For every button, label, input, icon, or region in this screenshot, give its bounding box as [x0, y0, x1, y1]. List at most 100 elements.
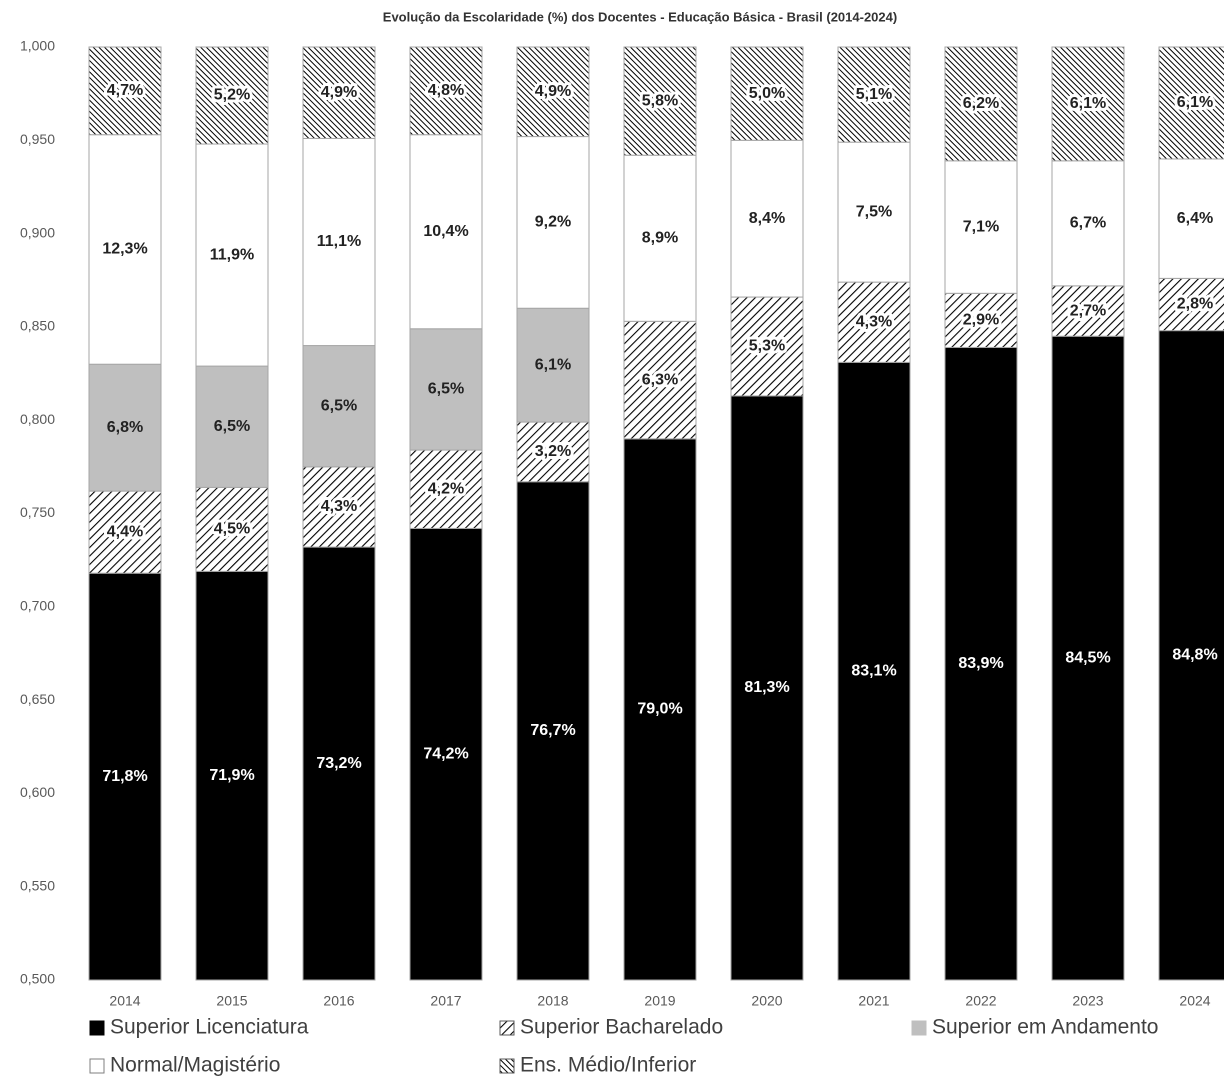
data-label: 83,1%	[851, 662, 896, 679]
data-label: 6,2%	[963, 95, 999, 112]
y-tick-label: 1,000	[20, 38, 55, 54]
bar-segment	[195, 570, 269, 981]
data-label: 4,8%	[428, 82, 464, 99]
legend-label: Ens. Médio/Inferior	[520, 1054, 696, 1077]
bar-segment	[623, 320, 697, 440]
data-label: 5,8%	[642, 92, 678, 109]
legend-swatch	[89, 1058, 105, 1074]
legend-label: Superior Bacharelado	[520, 1016, 723, 1039]
data-label: 5,2%	[214, 87, 250, 104]
data-label: 2,7%	[1070, 302, 1106, 319]
data-label: 5,1%	[856, 86, 892, 103]
data-label: 6,1%	[1070, 95, 1106, 112]
y-tick-label: 0,700	[20, 598, 55, 614]
x-tick-label: 2017	[430, 993, 461, 1009]
data-label: 6,5%	[321, 397, 357, 414]
y-tick-label: 0,850	[20, 318, 55, 334]
bar-segment	[944, 292, 1018, 348]
bar-segment	[88, 134, 162, 365]
bar-segment	[1051, 335, 1125, 981]
x-tick-label: 2020	[751, 993, 782, 1009]
data-label: 2,8%	[1177, 296, 1213, 313]
data-label: 6,7%	[1070, 215, 1106, 232]
bar-segment	[1158, 158, 1224, 279]
data-label: 6,8%	[107, 419, 143, 436]
y-tick-label: 0,950	[20, 131, 55, 147]
bar-segment	[837, 141, 911, 283]
data-label: 73,2%	[316, 755, 361, 772]
x-tick-label: 2024	[1179, 993, 1210, 1009]
data-label: 6,1%	[535, 356, 571, 373]
bar-segment	[1158, 330, 1224, 981]
bar-segment	[1051, 160, 1125, 287]
y-tick-label: 0,750	[20, 504, 55, 520]
data-label: 8,4%	[749, 210, 785, 227]
legend-swatch	[499, 1020, 515, 1036]
data-label: 5,0%	[749, 85, 785, 102]
legend-label: Superior em Andamento	[932, 1016, 1158, 1039]
y-tick-label: 0,800	[20, 411, 55, 427]
bar-segment	[88, 490, 162, 574]
data-label: 3,2%	[535, 443, 571, 460]
bar-segment	[516, 421, 590, 483]
data-label: 6,5%	[214, 418, 250, 435]
data-label: 4,2%	[428, 480, 464, 497]
x-tick-label: 2021	[858, 993, 889, 1009]
bar-segment	[516, 481, 590, 981]
bar-segment	[516, 46, 590, 138]
data-label: 10,4%	[423, 223, 468, 240]
bar-segment	[730, 395, 804, 981]
bar-segment	[409, 527, 483, 981]
bar-segment	[302, 345, 376, 468]
bar-segment	[516, 307, 590, 423]
data-label: 9,2%	[535, 214, 571, 231]
bar-segment	[302, 466, 376, 548]
bar-segment	[302, 546, 376, 981]
data-label: 2,9%	[963, 312, 999, 329]
bar-segment	[195, 365, 269, 488]
bar-segment	[409, 328, 483, 451]
bar-segment	[730, 296, 804, 397]
bar-segment	[730, 46, 804, 141]
bar-segment	[730, 139, 804, 298]
bar-segment	[302, 46, 376, 139]
data-label: 11,9%	[210, 246, 254, 263]
data-label: 5,3%	[749, 338, 785, 355]
bar-segment	[195, 143, 269, 367]
bar-segment	[409, 46, 483, 136]
y-tick-label: 0,600	[20, 784, 55, 800]
bar-segment	[88, 363, 162, 492]
data-label: 71,8%	[102, 768, 147, 785]
data-label: 4,3%	[321, 498, 357, 515]
legend-swatch	[499, 1058, 515, 1074]
y-tick-label: 0,500	[20, 971, 55, 987]
bar-segment	[623, 46, 697, 156]
x-tick-label: 2023	[1072, 993, 1103, 1009]
data-label: 8,9%	[642, 229, 678, 246]
data-label: 74,2%	[423, 745, 468, 762]
x-tick-label: 2019	[644, 993, 675, 1009]
data-label: 83,9%	[958, 655, 1003, 672]
data-label: 6,3%	[642, 371, 678, 388]
data-label: 84,5%	[1065, 649, 1110, 666]
bar-segment	[837, 46, 911, 143]
bar-segment	[516, 136, 590, 309]
data-label: 76,7%	[530, 722, 575, 739]
legend-label: Normal/Magistério	[110, 1054, 280, 1077]
legend-swatch	[89, 1020, 105, 1036]
data-label: 4,9%	[535, 83, 571, 100]
data-label: 11,1%	[317, 233, 361, 250]
x-tick-label: 2016	[323, 993, 354, 1009]
data-label: 4,9%	[321, 84, 357, 101]
bar-segment	[944, 346, 1018, 981]
x-tick-label: 2022	[965, 993, 996, 1009]
x-tick-label: 2015	[216, 993, 247, 1009]
bar-segment	[837, 281, 911, 363]
bar-segment	[88, 46, 162, 136]
bar-segment	[409, 134, 483, 330]
data-label: 79,0%	[637, 701, 682, 718]
bar-segment	[837, 361, 911, 981]
bar-segment	[1051, 46, 1125, 162]
bar-segment	[623, 154, 697, 322]
